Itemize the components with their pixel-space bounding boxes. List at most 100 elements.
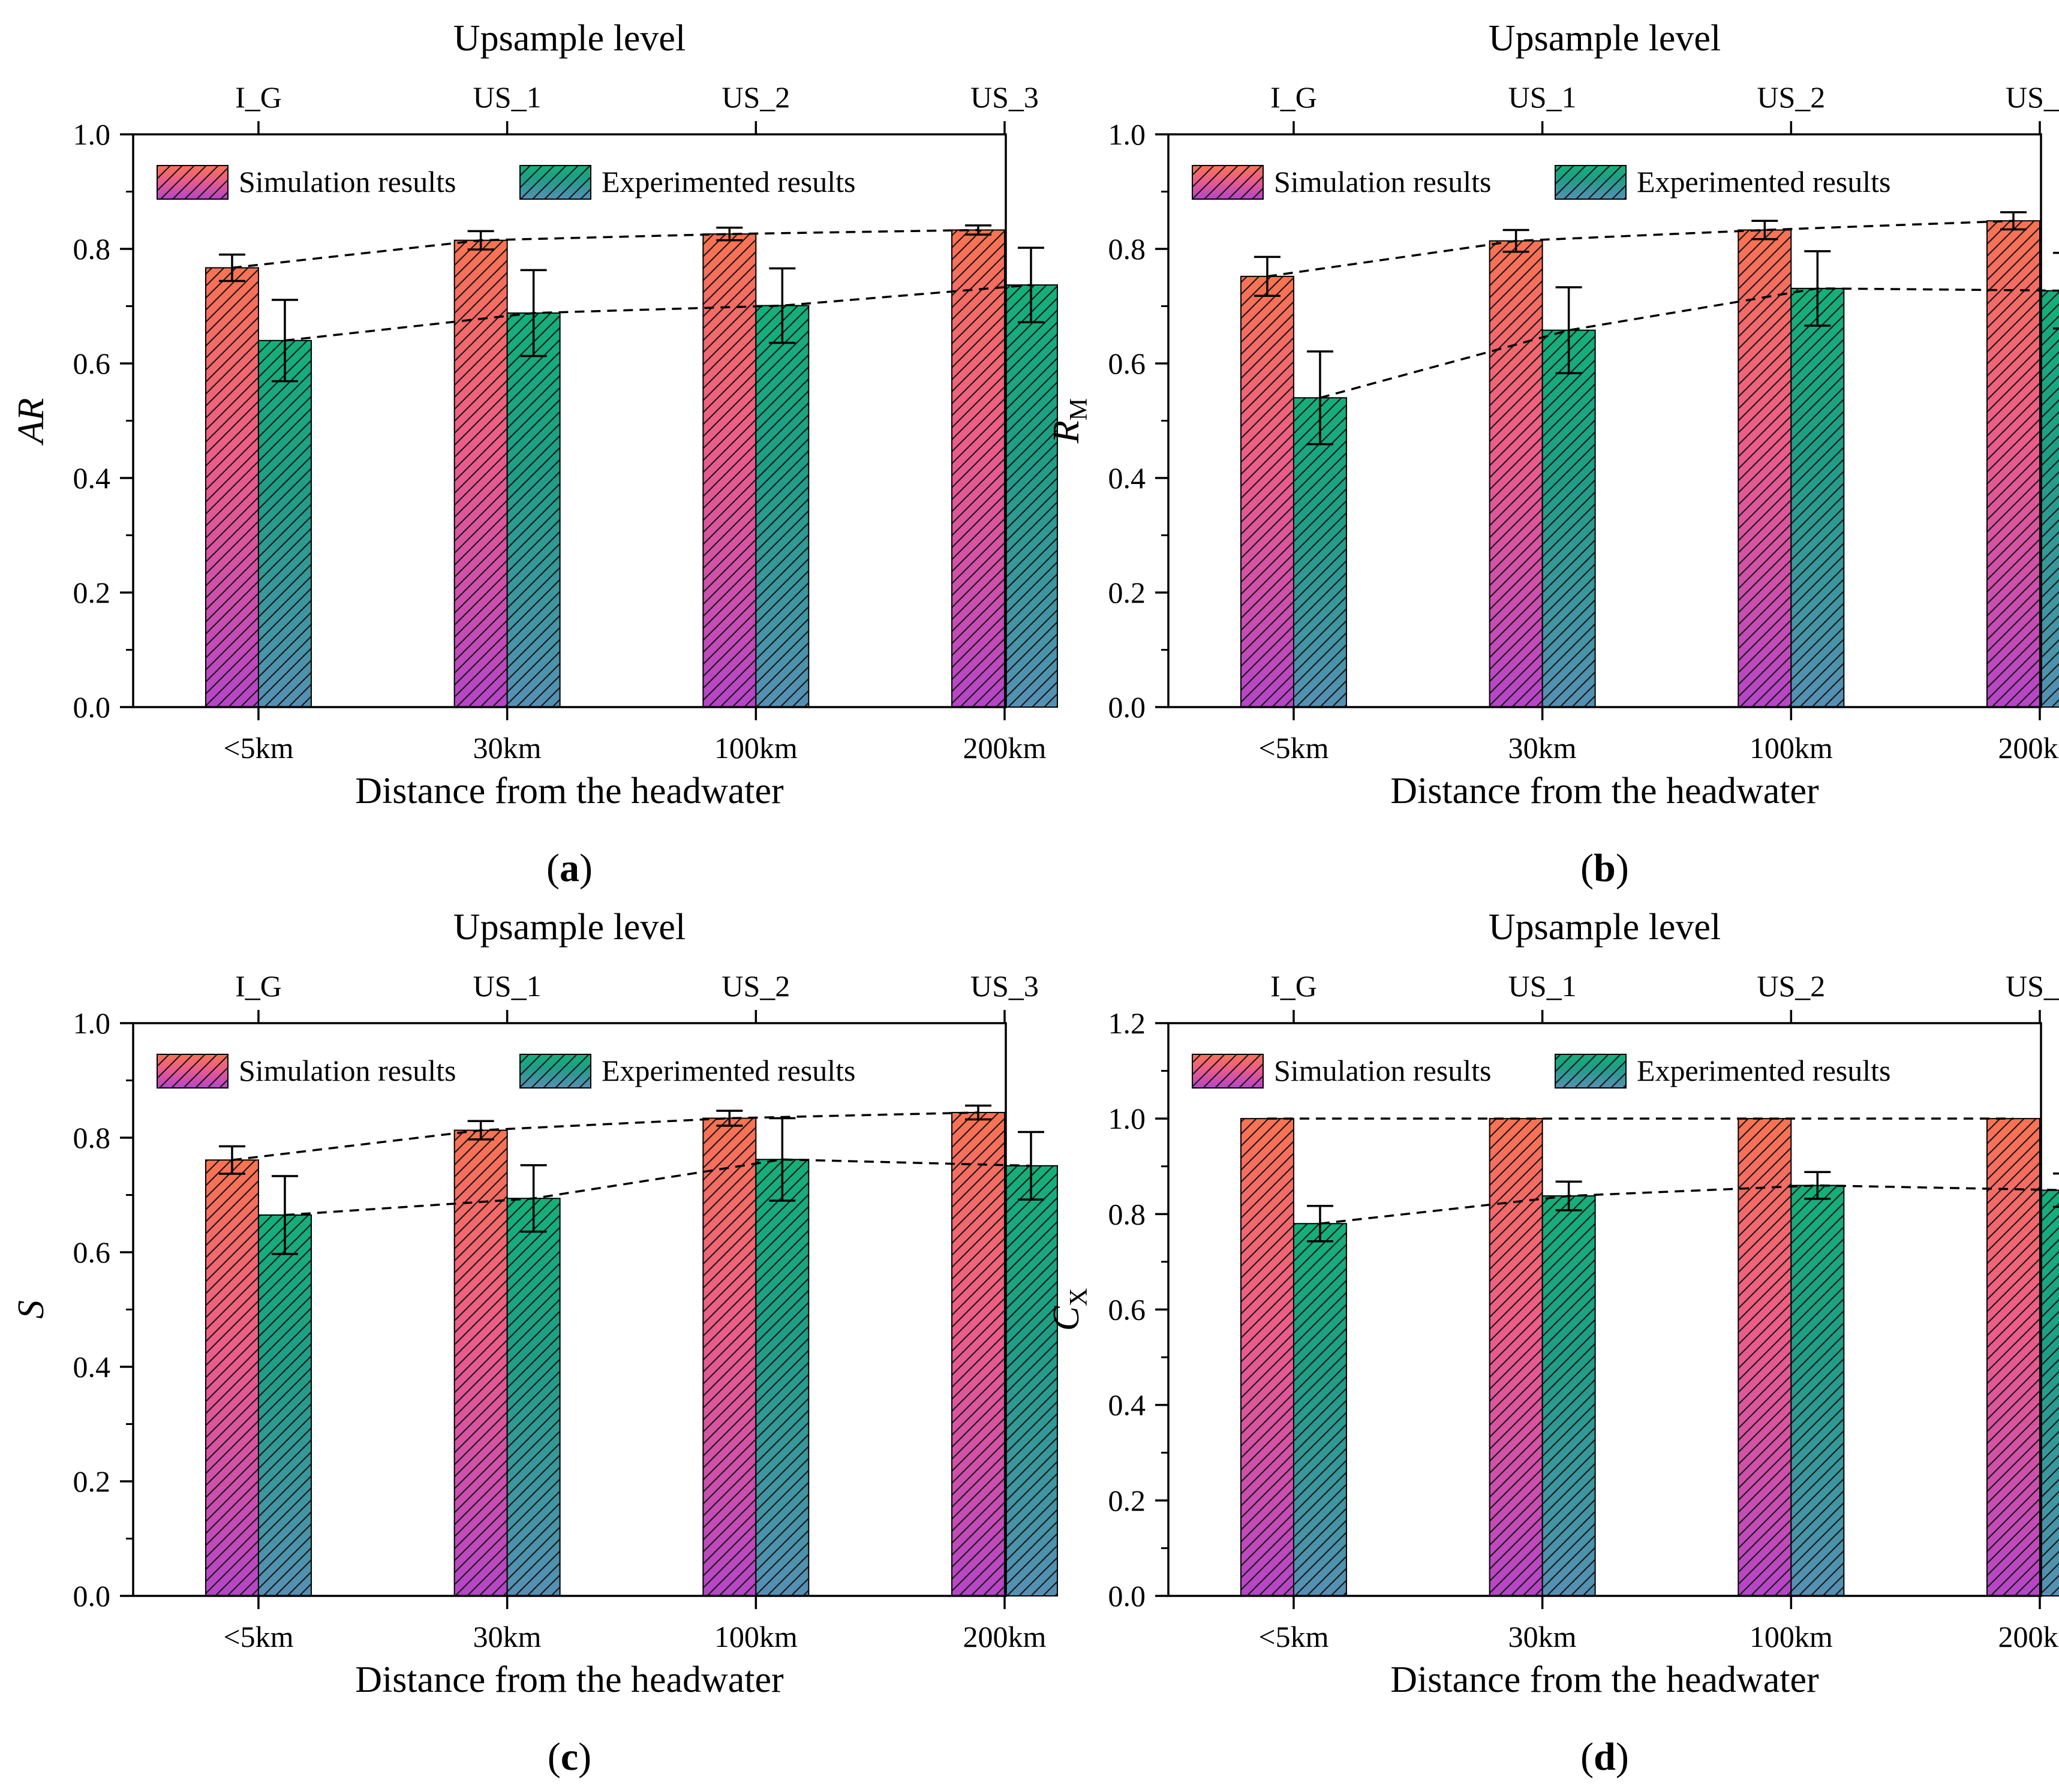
simulation-bar-hatch	[1738, 229, 1792, 708]
x-axis-title: Distance from the headwater	[1390, 1659, 1819, 1700]
experimented-bar-hatch	[506, 1198, 561, 1596]
experimented-bar-hatch	[1541, 1195, 1596, 1596]
panel-label-open: (	[548, 1735, 561, 1779]
experimented-trend-line	[1319, 287, 2059, 399]
panel-label: (c)	[548, 1735, 591, 1779]
y-tick-label: 0.0	[1108, 1579, 1146, 1613]
legend: Simulation results Experimented results	[157, 1054, 856, 1089]
x-tick-label: 100km	[714, 1620, 798, 1653]
top-axis-title: Upsample level	[453, 18, 686, 59]
panel-label-letter: c	[561, 1735, 578, 1779]
experimented-trend-line	[284, 284, 1032, 342]
panel-label-letter: b	[1594, 846, 1616, 890]
panel-label-close: )	[1616, 1735, 1629, 1779]
y-tick-label: 0.6	[73, 347, 111, 380]
simulation-legend-swatch-hatch	[1192, 1054, 1264, 1089]
y-tick-label: 0.4	[1108, 1388, 1146, 1422]
x-tick-label: <5km	[223, 731, 293, 765]
simulation-bar-hatch	[1240, 1118, 1294, 1596]
y-axis-title: RM	[1046, 398, 1093, 444]
top-tick-label: I_G	[1270, 969, 1317, 1003]
top-tick-label: US_2	[722, 969, 790, 1003]
y-tick-label: 0.2	[1108, 576, 1146, 609]
y-tick-label: 1.0	[1108, 118, 1146, 151]
experimented-bar-hatch	[257, 1214, 312, 1597]
x-axis-title: Distance from the headwater	[355, 1659, 784, 1700]
y-tick-label: 0.0	[73, 690, 111, 724]
x-tick-label: 200km	[963, 731, 1047, 765]
simulation-legend-swatch-hatch	[157, 1054, 229, 1089]
legend: Simulation results Experimented results	[157, 165, 856, 200]
top-tick-label: I_G	[1270, 80, 1317, 114]
experimented-legend-label: Experimented results	[1637, 1054, 1891, 1087]
simulation-bar-hatch	[1489, 1118, 1543, 1596]
simulation-bar-hatch	[453, 1129, 508, 1596]
experimented-error-bar	[1804, 1171, 1831, 1200]
y-axis-title: AR	[11, 398, 52, 446]
panel-label-letter: d	[1594, 1735, 1616, 1779]
y-tick-label: 0.6	[1108, 1293, 1146, 1327]
simulation-bar-hatch	[951, 229, 1005, 708]
experimented-bar-hatch	[1003, 1165, 1058, 1597]
panel-b: 0.0 0.2 0.4 0.6 0.8 1.0 <5km I_G 30km US_1 100km US…	[1046, 18, 2059, 890]
x-tick-label: 30km	[473, 1620, 542, 1653]
experimented-legend-swatch-hatch	[519, 1054, 591, 1089]
y-axis-title-main: S	[11, 1300, 52, 1319]
y-tick-label: 0.6	[1108, 347, 1146, 380]
top-tick-label: US_2	[1757, 80, 1825, 114]
experimented-error-bar	[1017, 246, 1044, 323]
experimented-trend-line	[1319, 1184, 2059, 1225]
experimented-trend-line	[284, 1158, 1032, 1216]
x-tick-label: <5km	[223, 1620, 293, 1653]
y-tick-label: 0.8	[1108, 1197, 1146, 1231]
x-tick-label: 200km	[1998, 731, 2059, 765]
top-tick-label: US_3	[970, 80, 1039, 114]
simulation-legend-swatch-hatch	[157, 165, 229, 200]
x-tick-label: 100km	[1750, 1620, 1833, 1653]
x-tick-label: 200km	[963, 1620, 1047, 1653]
top-tick-label: US_1	[1508, 969, 1577, 1003]
simulation-bar-hatch	[1240, 275, 1294, 708]
top-tick-label: US_1	[1508, 80, 1577, 114]
legend: Simulation results Experimented results	[1192, 165, 1891, 200]
top-axis-title: Upsample level	[453, 907, 686, 948]
top-tick-label: US_3	[970, 969, 1039, 1003]
y-axis-title-main: R	[1046, 420, 1087, 444]
simulation-trend-line	[232, 1111, 979, 1161]
experimented-error-bar	[2052, 251, 2059, 330]
y-tick-label: 1.0	[73, 118, 111, 151]
y-tick-label: 0.4	[73, 1350, 111, 1384]
simulation-bar-hatch	[702, 233, 757, 708]
y-tick-label: 0.2	[73, 576, 111, 609]
experimented-bar-hatch	[1541, 329, 1596, 708]
panel-label-close: )	[1616, 846, 1629, 890]
simulation-error-bar	[716, 226, 743, 242]
experimented-legend-swatch-hatch	[1555, 1054, 1627, 1089]
x-tick-label: 30km	[473, 731, 542, 765]
y-tick-label: 0.2	[73, 1465, 111, 1498]
simulation-bar-hatch	[1489, 240, 1543, 708]
experimented-bar-hatch	[1292, 397, 1347, 708]
simulation-legend-swatch-hatch	[1192, 165, 1264, 200]
experimented-legend-swatch-hatch	[1555, 165, 1627, 200]
experimented-bar-hatch	[1790, 1184, 1845, 1597]
y-tick-label: 0.8	[1108, 232, 1146, 266]
experimented-legend-label: Experimented results	[602, 1054, 856, 1087]
y-axis-title-subscript: M	[1065, 398, 1093, 420]
simulation-legend-label: Simulation results	[1274, 165, 1492, 199]
y-tick-label: 1.0	[73, 1006, 111, 1040]
simulation-bar-hatch	[1986, 220, 2040, 708]
experimented-bar-hatch	[755, 1159, 810, 1597]
y-tick-label: 1.0	[1108, 1102, 1146, 1135]
x-tick-label: 100km	[1750, 731, 1833, 765]
y-axis-title-subscript: X	[1065, 1288, 1093, 1306]
panel-label: (d)	[1580, 1735, 1629, 1779]
panel-c: 0.0 0.2 0.4 0.6 0.8 1.0 <5km I_G 30km US_1 100km US…	[11, 907, 1058, 1779]
x-tick-label: <5km	[1258, 1620, 1328, 1653]
experimented-error-bar	[1555, 286, 1582, 374]
panel-label-close: )	[579, 846, 593, 890]
x-axis-title: Distance from the headwater	[355, 771, 784, 811]
experimented-bar-hatch	[506, 312, 561, 708]
experimented-error-bar	[1306, 350, 1333, 446]
experimented-bar-hatch	[2039, 1189, 2059, 1596]
